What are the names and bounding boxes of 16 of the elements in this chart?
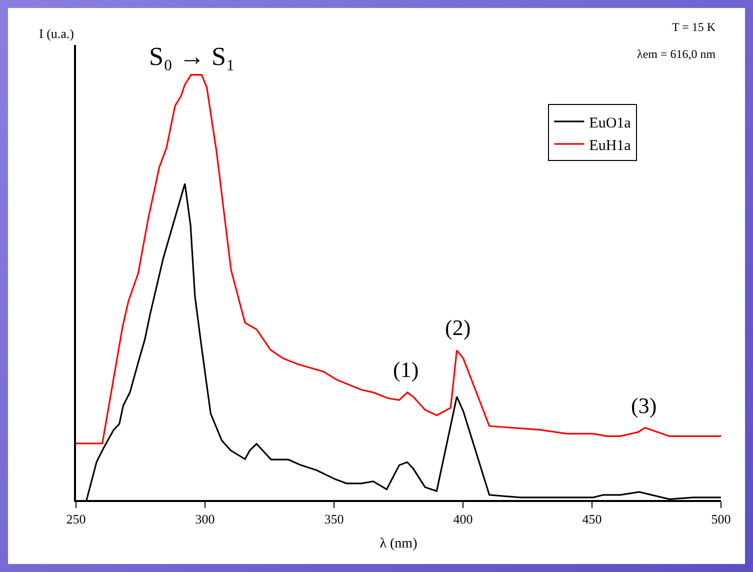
legend-label: EuH1a: [589, 138, 632, 154]
annotation: S₀ → S₁: [149, 42, 236, 71]
x-axis-title: λ (nm): [380, 536, 418, 552]
x-tick-label: 500: [711, 512, 731, 527]
text: λem = 616,0 nm: [637, 47, 716, 61]
y-axis-title: I (u.a.): [39, 26, 74, 41]
x-tick-label: 350: [324, 512, 344, 527]
x-tick-label: 400: [453, 512, 473, 527]
x-tick-label: 300: [195, 512, 215, 527]
annotation: (3): [631, 393, 657, 418]
x-tick-label: 250: [66, 512, 86, 527]
x-tick-label: 450: [582, 512, 602, 527]
annotation: (1): [393, 357, 419, 382]
text: T = 15 K: [672, 20, 716, 34]
annotation: (2): [445, 315, 471, 340]
legend-label: EuO1a: [589, 115, 632, 132]
